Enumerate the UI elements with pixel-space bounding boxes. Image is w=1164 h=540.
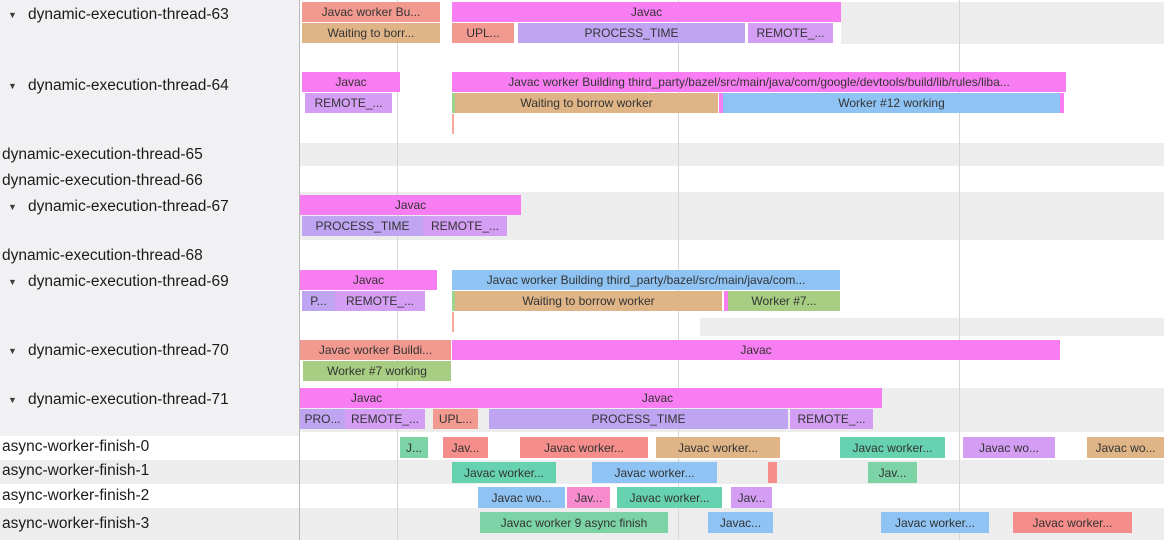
slice-bar[interactable]: Jav... <box>868 462 917 483</box>
track-label: dynamic-execution-thread-66 <box>2 172 203 189</box>
slice-bar[interactable]: Javac worker Bu... <box>302 2 440 22</box>
slice-bar[interactable] <box>452 291 455 311</box>
track-label-row[interactable]: dynamic-execution-thread-68 <box>0 246 203 266</box>
slice-bar[interactable]: Javac <box>433 388 882 408</box>
track-label: async-worker-finish-1 <box>2 462 150 479</box>
slice-bar[interactable]: Jav... <box>443 437 488 458</box>
slice-bar[interactable]: Waiting to borrow worker <box>455 93 718 113</box>
slice-bar[interactable]: PROCESS_TIME <box>489 409 788 429</box>
slice-bar[interactable]: J... <box>400 437 428 458</box>
counter-tick <box>452 114 454 134</box>
track-label: async-worker-finish-0 <box>2 438 150 455</box>
track-band <box>300 143 1164 166</box>
slice-bar[interactable]: Javac <box>300 388 433 408</box>
track-label-row[interactable]: ▼ dynamic-execution-thread-64 <box>0 76 229 96</box>
slice-bar[interactable]: REMOTE_... <box>335 291 425 311</box>
expander-arrow-icon[interactable]: ▼ <box>8 395 17 405</box>
slice-bar[interactable]: Javac <box>300 195 521 215</box>
slice-bar[interactable]: Javac worker Buildi... <box>300 340 451 360</box>
slice-bar[interactable]: Javac worker... <box>656 437 780 458</box>
slice-bar[interactable] <box>724 291 728 311</box>
track-label: dynamic-execution-thread-64 <box>28 77 229 94</box>
slice-bar[interactable]: Javac <box>300 270 437 290</box>
expander-arrow-icon[interactable]: ▼ <box>8 346 17 356</box>
track-label-row[interactable]: async-worker-finish-0 <box>0 437 149 457</box>
track-label-row[interactable]: ▼ dynamic-execution-thread-63 <box>0 5 229 25</box>
expander-arrow-icon[interactable]: ▼ <box>8 202 17 212</box>
slice-bar[interactable]: P... <box>302 291 335 311</box>
track-label-row[interactable]: dynamic-execution-thread-65 <box>0 145 203 165</box>
slice-bar[interactable]: Javac worker Building third_party/bazel/… <box>452 270 840 290</box>
slice-bar[interactable]: Jav... <box>567 487 610 508</box>
slice-bar[interactable]: UPL... <box>452 23 514 43</box>
track-label: dynamic-execution-thread-68 <box>2 247 203 264</box>
track-label-row[interactable]: ▼ dynamic-execution-thread-71 <box>0 390 229 410</box>
slice-bar[interactable]: REMOTE_... <box>423 216 507 236</box>
track-label: dynamic-execution-thread-70 <box>28 342 229 359</box>
track-label-row[interactable]: async-worker-finish-1 <box>0 461 149 481</box>
track-label-row[interactable]: dynamic-execution-thread-66 <box>0 171 203 191</box>
slice-bar[interactable]: Javac wo... <box>1087 437 1164 458</box>
track-label: dynamic-execution-thread-67 <box>28 198 229 215</box>
slice-bar[interactable]: REMOTE_... <box>748 23 833 43</box>
track-label: dynamic-execution-thread-71 <box>28 391 229 408</box>
track-label: async-worker-finish-2 <box>2 487 150 504</box>
slice-bar[interactable]: PRO... <box>300 409 345 429</box>
expander-arrow-icon[interactable]: ▼ <box>8 81 17 91</box>
track-label-row[interactable]: ▼ dynamic-execution-thread-69 <box>0 272 229 292</box>
slice-bar[interactable]: Javac <box>452 2 841 22</box>
track-label-row[interactable]: async-worker-finish-3 <box>0 514 149 534</box>
slice-bar[interactable]: Waiting to borrow worker <box>455 291 722 311</box>
slice-bar[interactable]: Javac worker 9 async finish <box>480 512 668 533</box>
track-label-row[interactable]: async-worker-finish-2 <box>0 486 149 506</box>
slice-bar[interactable]: Javac worker... <box>520 437 648 458</box>
slice-bar[interactable]: Javac wo... <box>478 487 565 508</box>
track-label: async-worker-finish-3 <box>2 515 150 532</box>
expander-arrow-icon[interactable]: ▼ <box>8 10 17 20</box>
slice-bar[interactable]: Javac worker Building third_party/bazel/… <box>452 72 1066 92</box>
slice-bar[interactable]: REMOTE_... <box>305 93 392 113</box>
counter-tick <box>452 312 454 332</box>
slice-bar[interactable]: Javac worker... <box>617 487 722 508</box>
slice-bar[interactable]: Jav... <box>731 487 772 508</box>
slice-bar[interactable]: Javac... <box>708 512 773 533</box>
slice-bar[interactable] <box>1060 93 1064 113</box>
track-band <box>0 460 1164 484</box>
slice-bar[interactable]: Javac worker... <box>1013 512 1132 533</box>
track-band <box>841 2 1164 44</box>
slice-bar[interactable]: Worker #7... <box>728 291 840 311</box>
track-label-row[interactable]: ▼ dynamic-execution-thread-67 <box>0 197 229 217</box>
track-label: dynamic-execution-thread-63 <box>28 6 229 23</box>
slice-bar[interactable]: Javac wo... <box>963 437 1055 458</box>
track-labels-panel <box>0 0 299 436</box>
slice-bar[interactable] <box>768 462 777 483</box>
slice-bar[interactable]: Waiting to borr... <box>302 23 440 43</box>
slice-bar[interactable]: Javac <box>302 72 400 92</box>
slice-bar[interactable]: UPL... <box>433 409 478 429</box>
slice-bar[interactable]: Javac worker... <box>840 437 945 458</box>
slice-bar[interactable]: PROCESS_TIME <box>302 216 423 236</box>
slice-bar[interactable]: PROCESS_TIME <box>518 23 745 43</box>
slice-bar[interactable]: REMOTE_... <box>790 409 873 429</box>
slice-bar[interactable]: Javac worker... <box>881 512 989 533</box>
panel-divider <box>299 0 300 540</box>
slice-bar[interactable]: REMOTE_... <box>345 409 425 429</box>
slice-bar[interactable]: Javac <box>452 340 1060 360</box>
slice-bar[interactable]: Javac worker... <box>452 462 556 483</box>
track-label: dynamic-execution-thread-69 <box>28 273 229 290</box>
expander-arrow-icon[interactable]: ▼ <box>8 277 17 287</box>
track-label-row[interactable]: ▼ dynamic-execution-thread-70 <box>0 341 229 361</box>
slice-bar[interactable]: Worker #7 working <box>303 361 451 381</box>
gridline <box>959 0 960 540</box>
track-label: dynamic-execution-thread-65 <box>2 146 203 163</box>
slice-bar[interactable] <box>719 93 723 113</box>
slice-bar[interactable]: Javac worker... <box>592 462 717 483</box>
track-band <box>700 318 1164 336</box>
slice-bar[interactable]: Worker #12 working <box>723 93 1060 113</box>
slice-bar[interactable] <box>452 93 455 113</box>
